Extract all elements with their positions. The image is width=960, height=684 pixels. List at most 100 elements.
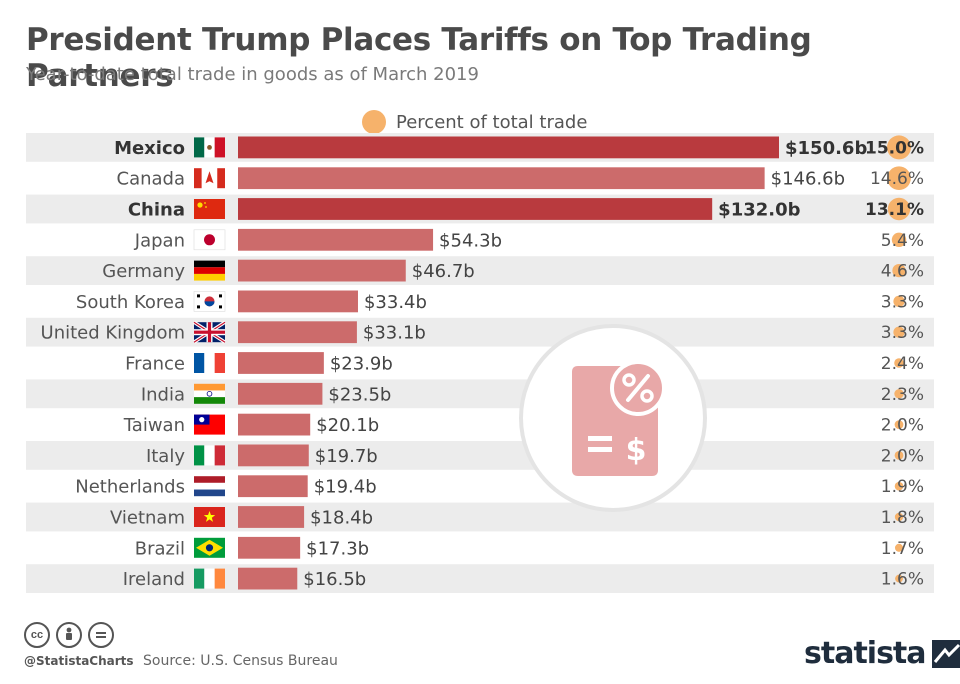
netherlands-flag-icon	[194, 476, 225, 497]
bar-vietnam	[238, 506, 305, 528]
percent-label-canada: 14.6%	[870, 169, 924, 189]
value-label-japan: $54.3b	[439, 230, 502, 251]
percent-label-germany: 4.6%	[881, 262, 924, 282]
legend-label: Percent of total trade	[396, 111, 588, 133]
percent-label-france: 2.4%	[881, 354, 924, 374]
percent-bubble-italy	[894, 451, 904, 460]
row-background	[26, 256, 934, 285]
value-label-netherlands: $19.4b	[314, 477, 377, 498]
percent-bubble-france	[894, 358, 904, 368]
bar-italy	[238, 444, 309, 467]
category-label-india: India	[141, 384, 185, 405]
flags	[193, 137, 226, 589]
category-label-mexico: Mexico	[114, 138, 185, 159]
south-korea-flag-icon	[193, 291, 226, 312]
bar-japan	[238, 228, 434, 251]
percent-bubble-netherlands	[894, 481, 904, 491]
bar-canada	[238, 167, 765, 190]
canada-flag-icon	[194, 168, 225, 189]
germany-flag-icon	[194, 260, 225, 281]
statista-mark-icon	[931, 639, 960, 668]
value-label-china: $132.0b	[718, 200, 800, 221]
chart-subtitle: Year-to-date total trade in goods as of …	[26, 64, 479, 85]
value-label-south-korea: $33.4b	[364, 292, 427, 313]
svg-text:$: $	[626, 433, 647, 468]
category-label-brazil: Brazil	[135, 538, 185, 559]
category-label-united-kingdom: United Kingdom	[41, 323, 185, 344]
percent-label-italy: 2.0%	[881, 446, 924, 466]
japan-flag-icon	[193, 229, 226, 251]
category-label-france: France	[125, 354, 185, 375]
percent-label-india: 2.3%	[881, 385, 924, 405]
category-label-netherlands: Netherlands	[75, 477, 185, 498]
bar-germany	[238, 259, 406, 282]
percent-label-taiwan: 2.0%	[881, 416, 924, 436]
cc-icon: cc	[24, 622, 50, 648]
bar-india	[238, 382, 323, 405]
uk-flag-icon	[193, 320, 226, 344]
percent-label-ireland: 1.6%	[881, 570, 924, 590]
value-label-germany: $46.7b	[412, 261, 475, 282]
percent-bubble-japan	[891, 232, 907, 247]
taiwan-flag-icon	[194, 414, 225, 435]
percent-label-china: 13.1%	[865, 200, 924, 220]
by-icon	[56, 622, 82, 648]
tariff-document-icon: $	[519, 324, 707, 512]
license-icons: cc	[24, 622, 114, 648]
percent-label-vietnam: 1.8%	[881, 508, 924, 528]
row-background	[26, 379, 934, 409]
bar-ireland	[238, 567, 298, 590]
percent-label-japan: 5.4%	[881, 231, 924, 251]
category-label-vietnam: Vietnam	[110, 508, 185, 529]
bar-united-kingdom	[238, 321, 357, 344]
percent-bubble-vietnam	[894, 512, 904, 522]
value-label-italy: $19.7b	[315, 446, 378, 467]
percent-bubble-ireland	[895, 574, 903, 583]
percent-bubble-taiwan	[894, 420, 904, 429]
percent-bubbles	[887, 135, 911, 583]
percent-label-united-kingdom: 3.3%	[881, 323, 924, 343]
category-label-ireland: Ireland	[123, 569, 185, 590]
mexico-flag-icon	[194, 137, 225, 158]
bar-china	[238, 198, 713, 220]
category-label-south-korea: South Korea	[76, 292, 185, 313]
percent-bubble-brazil	[894, 543, 904, 552]
chart-title: President Trump Places Tariffs on Top Tr…	[26, 22, 812, 94]
category-label-italy: Italy	[146, 446, 185, 467]
india-flag-icon	[194, 383, 225, 404]
percent-bubble-united-kingdom	[893, 326, 905, 338]
row-background	[26, 502, 934, 532]
china-flag-icon	[194, 199, 225, 219]
percent-bubble-germany	[892, 263, 906, 278]
value-label-india: $23.5b	[328, 384, 391, 405]
social-handle: @StatistaCharts	[24, 654, 134, 668]
category-label-taiwan: Taiwan	[123, 415, 185, 436]
labels: $150.6b Mexico 15.0% $146.6b Canada 14.6% $132…	[41, 138, 924, 590]
percent-bubble-india	[894, 389, 904, 399]
value-label-brazil: $17.3b	[306, 538, 369, 559]
percent-bubble-mexico	[887, 135, 911, 160]
bar-south-korea	[238, 290, 358, 313]
legend: Percent of total trade	[362, 109, 587, 135]
brazil-flag-icon	[194, 537, 225, 558]
statista-logo[interactable]: statista	[804, 636, 960, 671]
percent-bubble-canada	[887, 166, 911, 191]
value-label-mexico: $150.6b	[785, 138, 867, 159]
row-background	[26, 564, 934, 593]
value-label-vietnam: $18.4b	[310, 508, 373, 529]
value-label-taiwan: $20.1b	[316, 415, 379, 436]
source-note: Source: U.S. Census Bureau	[143, 653, 338, 669]
bar-france	[238, 352, 324, 374]
vietnam-flag-icon	[194, 507, 225, 527]
percent-label-south-korea: 3.3%	[881, 292, 924, 312]
bar-mexico	[238, 136, 779, 159]
value-label-ireland: $16.5b	[303, 569, 366, 590]
category-label-japan: Japan	[134, 230, 185, 251]
bar-taiwan	[238, 413, 311, 436]
category-label-germany: Germany	[102, 261, 185, 282]
category-label-china: China	[128, 200, 185, 221]
legend-swatch	[362, 110, 386, 134]
percent-bubble-china	[887, 197, 911, 221]
france-flag-icon	[194, 353, 225, 373]
